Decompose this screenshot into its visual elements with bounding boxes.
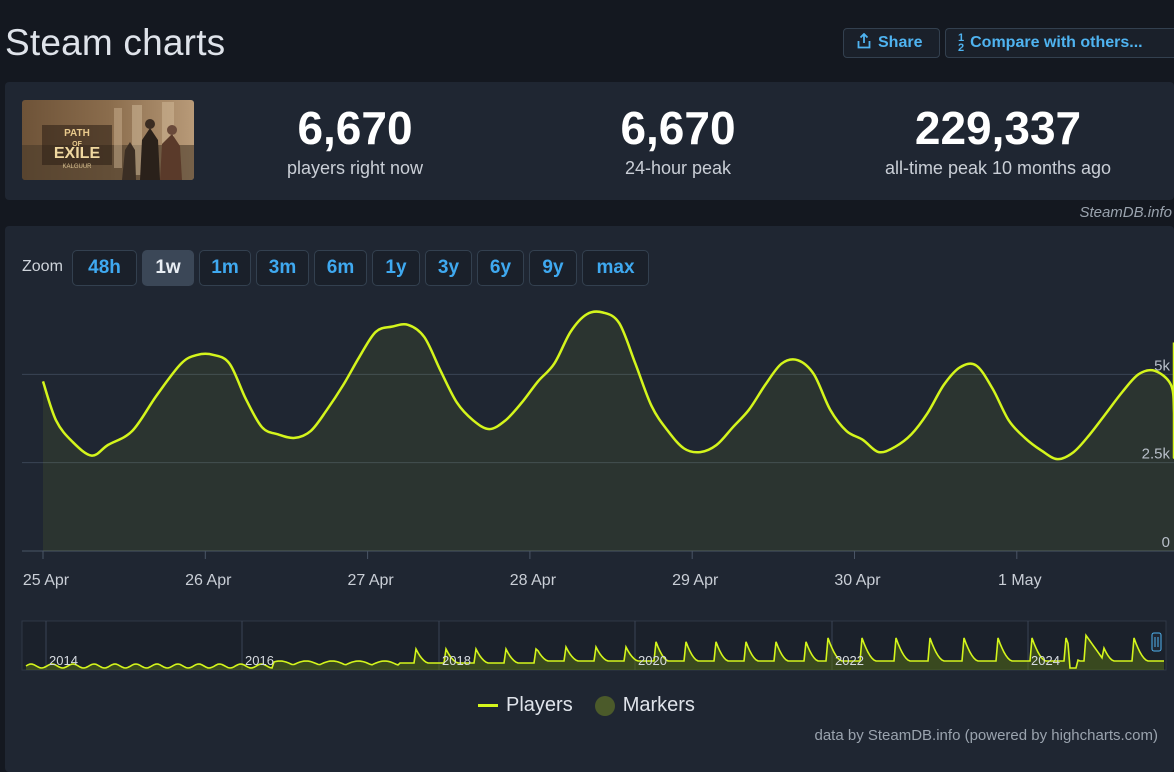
x-tick-label: 27 Apr: [347, 572, 394, 589]
legend-item-markers[interactable]: Markers: [594, 694, 695, 717]
x-tick-label: 1 May: [998, 572, 1042, 589]
legend-item-players[interactable]: Players: [478, 694, 573, 717]
peak-24h-value: 6,670: [620, 102, 736, 154]
zoom-button-1w[interactable]: 1w: [142, 250, 194, 286]
stat-24h-peak: 6,670 24-hour peak: [573, 102, 783, 179]
navigator-year-label: 2018: [442, 653, 471, 668]
zoom-button-48h[interactable]: 48h: [72, 250, 137, 286]
zoom-button-3m[interactable]: 3m: [256, 250, 309, 286]
navigator-chart[interactable]: 2014 2016 2018 2020 2022 2024: [5, 616, 1174, 676]
x-tick-label: 26 Apr: [185, 572, 232, 589]
navigator-background: [22, 621, 1166, 670]
navigator-handle[interactable]: [1151, 632, 1162, 652]
y-tick-label: 2.5k: [1142, 446, 1171, 463]
zoom-button-1m[interactable]: 1m: [199, 250, 251, 286]
peak-24h-label: 24-hour peak: [624, 158, 732, 178]
y-tick-label: 0: [1162, 534, 1170, 551]
logo-text-exile: EXILE: [54, 145, 101, 162]
stat-players-now: 6,670 players right now: [250, 102, 460, 179]
zoom-button-3y[interactable]: 3y: [425, 250, 472, 286]
game-header-image[interactable]: PATH OF EXILE KALGUUR: [22, 100, 194, 180]
page-title: Steam charts: [5, 22, 226, 63]
navigator-year-label: 2020: [638, 653, 667, 668]
players-line: [41, 310, 1174, 461]
navigator-year-label: 2016: [245, 653, 274, 668]
all-time-value: 229,337: [914, 102, 1082, 154]
share-button[interactable]: Share: [843, 28, 940, 58]
logo-text-sub: KALGUUR: [62, 164, 92, 170]
players-now-value: 6,670: [297, 102, 413, 154]
share-label: Share: [878, 34, 923, 51]
logo-text-path: PATH: [64, 128, 90, 139]
footer-credit[interactable]: data by SteamDB.info (powered by highcha…: [814, 727, 1159, 744]
x-tick-label: 28 Apr: [510, 572, 557, 589]
chart-card: Zoom 48h 1w 1m 3m 6m 1y 3y 6y 9y max 0 2.…: [5, 226, 1174, 772]
zoom-button-1y[interactable]: 1y: [372, 250, 420, 286]
navigator-year-label: 2014: [49, 653, 78, 668]
y-tick-label: 5k: [1154, 357, 1170, 374]
navigator-year-label: 2024: [1031, 653, 1060, 668]
share-icon: [856, 32, 872, 54]
legend-players-label: Players: [506, 694, 573, 716]
legend-dot-icon: [594, 695, 615, 716]
all-time-label: all-time peak 10 months ago: [884, 158, 1112, 178]
x-tick-label: 25 Apr: [23, 572, 70, 589]
players-area: [43, 311, 1174, 551]
players-chart[interactable]: 0 2.5k 5k 25 Apr 26 Apr 27 Apr 28 Apr 29 Apr 30…: [5, 226, 1174, 616]
stats-card: PATH OF EXILE KALGUUR 6,670 players righ…: [5, 82, 1174, 200]
stat-all-time-peak: 229,337 all-time peak 10 months ago: [848, 102, 1148, 179]
navigator-year-label: 2022: [835, 653, 864, 668]
zoom-button-6y[interactable]: 6y: [477, 250, 524, 286]
credit-steamdb[interactable]: SteamDB.info: [1079, 204, 1172, 221]
zoom-button-6m[interactable]: 6m: [314, 250, 367, 286]
x-tick-label: 29 Apr: [672, 572, 719, 589]
zoom-label: Zoom: [22, 258, 63, 275]
logo-text-of: OF: [72, 141, 82, 148]
chart-legend: Players Markers: [478, 694, 695, 717]
zoom-button-9y[interactable]: 9y: [529, 250, 577, 286]
navigator-frame: [21, 620, 1167, 671]
compare-label: Compare with others...: [970, 34, 1143, 51]
players-now-label: players right now: [286, 158, 424, 178]
legend-markers-label: Markers: [622, 694, 695, 716]
zoom-button-max[interactable]: max: [582, 250, 649, 286]
navigator-line: [25, 633, 1164, 669]
x-tick-label: 30 Apr: [834, 572, 881, 589]
legend-line-icon: [478, 704, 498, 707]
